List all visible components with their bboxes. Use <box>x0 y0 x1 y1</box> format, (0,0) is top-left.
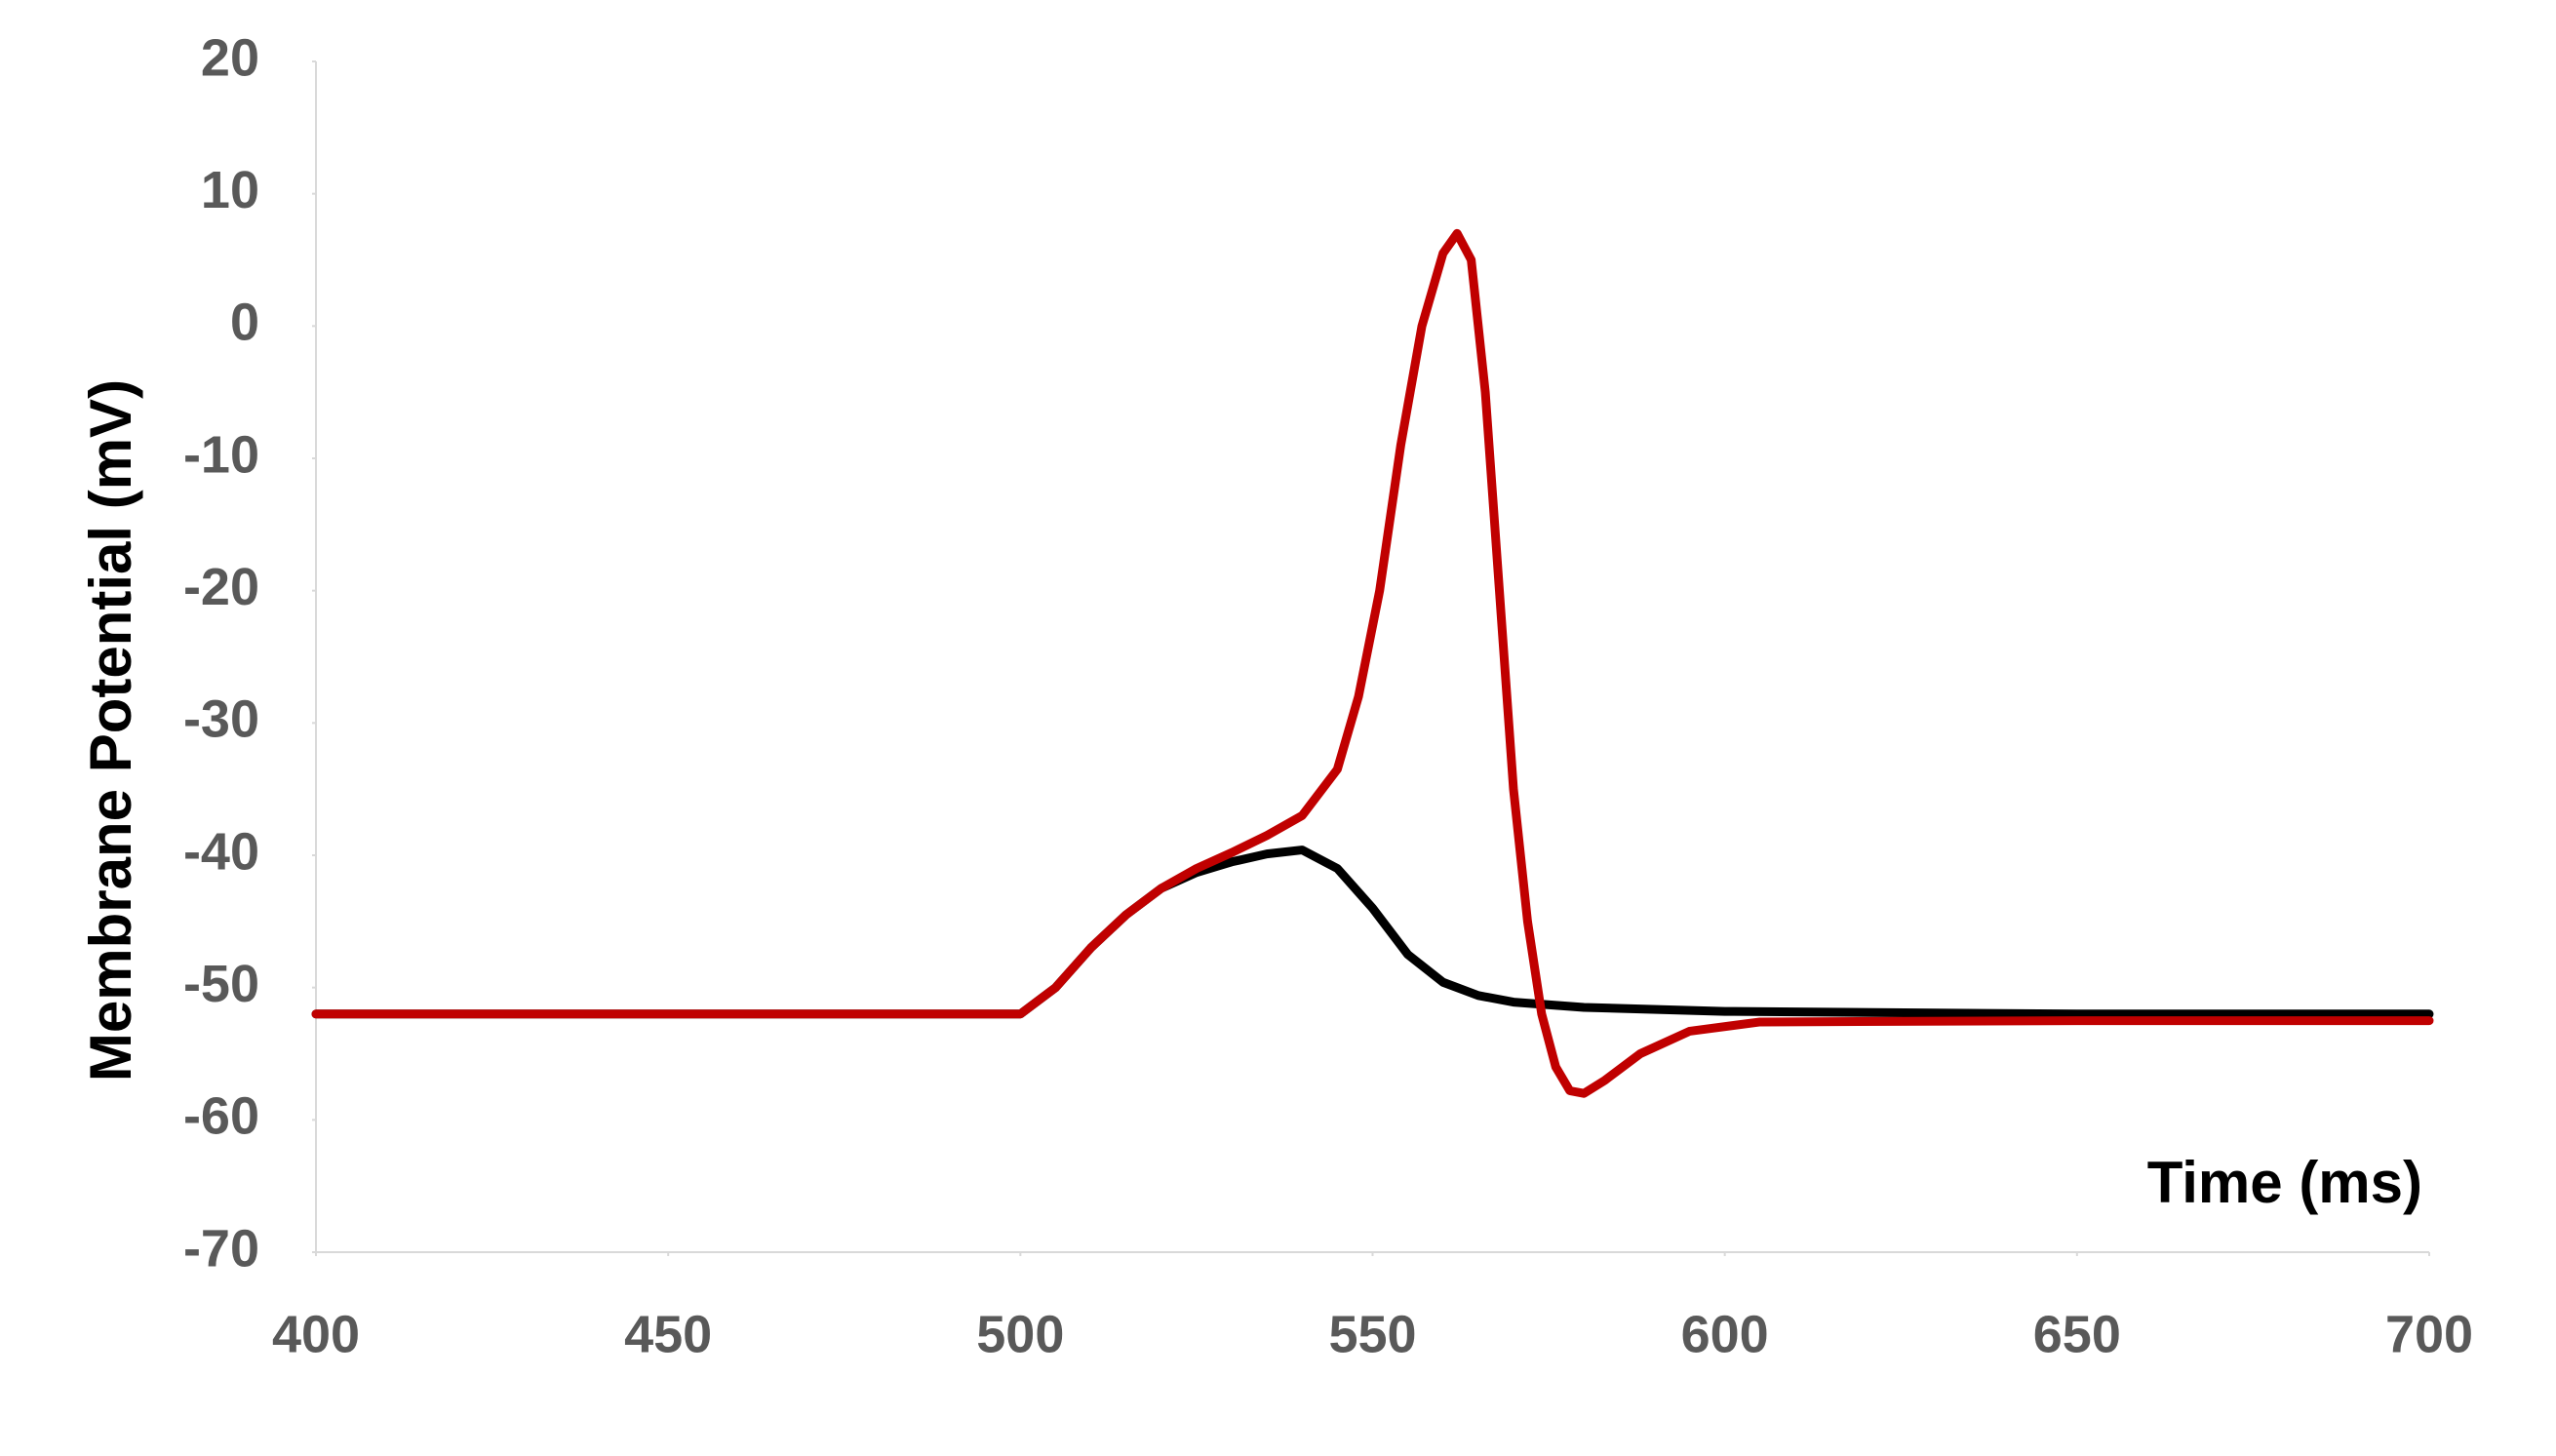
y-tick-label: -50 <box>183 955 259 1013</box>
y-tick-label: -20 <box>183 558 259 616</box>
x-tick-label: 450 <box>624 1305 712 1363</box>
x-tick-label: 500 <box>976 1305 1064 1363</box>
y-tick-label: 10 <box>201 161 259 219</box>
y-tick-label: -10 <box>183 425 259 484</box>
y-axis-title: Membrane Potential (mV) <box>78 379 143 1082</box>
y-tick-label: 0 <box>230 294 259 352</box>
series-line <box>311 846 2434 1019</box>
y-tick-label: -30 <box>183 690 259 749</box>
y-tick-label: -60 <box>183 1087 259 1146</box>
x-tick-label: 400 <box>272 1305 360 1363</box>
x-axis-title: Time (ms) <box>2147 1150 2422 1215</box>
x-tick-label: 600 <box>1681 1305 1769 1363</box>
x-tick-label: 700 <box>2385 1305 2473 1363</box>
y-tick-label: -70 <box>183 1219 259 1278</box>
y-tick-label: 20 <box>201 28 259 87</box>
y-tick-label: -40 <box>183 822 259 881</box>
x-tick-label: 650 <box>2033 1305 2121 1363</box>
series-line <box>311 228 2434 1098</box>
x-tick-label: 550 <box>1328 1305 1416 1363</box>
